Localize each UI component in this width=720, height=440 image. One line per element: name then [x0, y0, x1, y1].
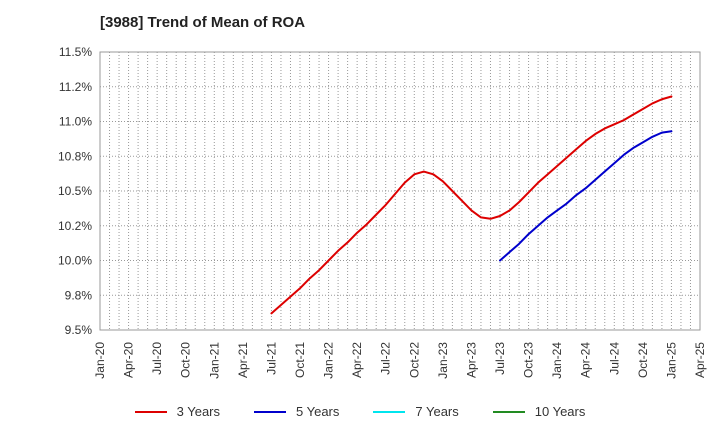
x-tick-label: Jan-20	[93, 342, 107, 379]
x-tick-label: Jan-25	[664, 342, 678, 379]
series-line-3-years	[270, 95, 673, 315]
x-tick-label: Apr-20	[122, 342, 136, 378]
x-tick-label: Oct-22	[407, 342, 421, 378]
x-tick-label: Jul-23	[493, 342, 507, 375]
chart-title: [3988] Trend of Mean of ROA	[100, 14, 306, 31]
plot-border	[99, 51, 701, 331]
legend-item-3-years: 3 Years	[134, 404, 220, 419]
x-tick-label: Jan-22	[322, 342, 336, 379]
x-tick-label: Apr-24	[579, 342, 593, 378]
legend-label: 5 Years	[296, 404, 340, 419]
x-tick-label: Jan-23	[436, 342, 450, 379]
y-tick-label: 11.0%	[59, 115, 92, 129]
y-tick-label: 10.0%	[58, 254, 92, 268]
legend-swatch	[492, 410, 525, 413]
series-line-5-years	[499, 130, 673, 262]
y-tick-label: 9.8%	[65, 288, 93, 302]
legend-item-7-years: 7 Years	[373, 404, 459, 419]
x-tick-label: Jan-24	[550, 342, 564, 379]
legend-swatch	[134, 410, 167, 413]
legend-item-5-years: 5 Years	[254, 404, 339, 419]
y-tick-label: 11.5%	[59, 45, 92, 59]
y-tick-label: 11.2%	[59, 80, 92, 94]
x-tick-label: Apr-22	[350, 342, 364, 378]
x-tick-label: Jul-21	[264, 342, 278, 375]
x-tick-label: Oct-21	[293, 342, 307, 378]
y-tick-label: 10.2%	[58, 219, 92, 233]
legend-swatch	[373, 410, 406, 413]
y-tick-label: 9.5%	[65, 323, 93, 337]
y-tick-label: 10.5%	[58, 184, 92, 198]
x-tick-label: Apr-25	[693, 342, 707, 378]
legend-label: 10 Years	[534, 404, 586, 419]
legend-swatch	[254, 410, 286, 413]
x-tick-label: Apr-23	[464, 342, 478, 378]
x-tick-label: Jul-24	[607, 342, 621, 375]
legend-label: 7 Years	[415, 404, 459, 419]
x-tick-label: Apr-21	[236, 342, 250, 378]
x-tick-label: Oct-23	[522, 342, 536, 378]
chart-legend: 3 Years 5 Years 7 Years 10 Years	[0, 404, 720, 419]
series-layer	[270, 95, 673, 315]
x-tick-label: Oct-20	[179, 342, 193, 378]
x-tick-label: Jul-22	[379, 342, 393, 375]
y-tick-label: 10.8%	[58, 149, 92, 163]
legend-label: 3 Years	[176, 404, 220, 419]
x-tick-label: Oct-24	[636, 342, 650, 378]
legend-item-10-years: 10 Years	[492, 404, 586, 419]
grid-layer	[99, 51, 701, 331]
x-tick-label: Jul-20	[150, 342, 164, 375]
axis-layer: 9.5% 9.8% 10.0% 10.2% 10.5% 10.8% 11.0% 11.2% 11…	[58, 45, 707, 379]
x-tick-label: Jan-21	[207, 342, 221, 379]
